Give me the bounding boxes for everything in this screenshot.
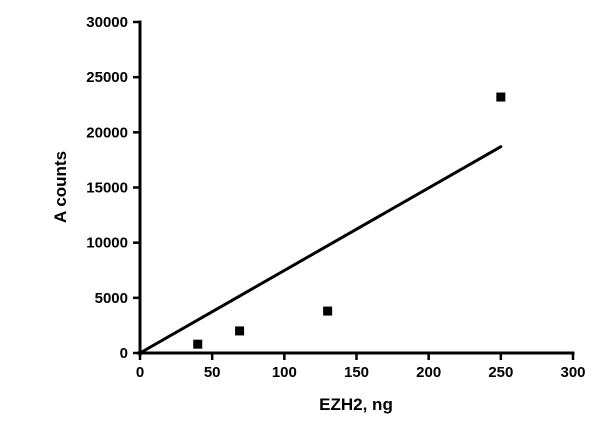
regression-line: [138, 145, 503, 355]
x-tick-label: 0: [136, 364, 144, 381]
y-tick-label: 10000: [86, 235, 128, 252]
axes: [137, 20, 575, 356]
tick-labels: 0 50 100 150 200 250 300 0 5000 10000 15000 20000 25…: [86, 14, 585, 381]
scatter-point: [235, 326, 245, 336]
trend-line: [138, 145, 503, 355]
x-tick-label: 100: [272, 364, 297, 381]
y-tick-label: 15000: [86, 180, 128, 197]
y-axis-label: A counts: [51, 151, 70, 223]
y-tick-label: 30000: [86, 14, 128, 31]
y-tick-label: 20000: [86, 124, 128, 141]
scatter-point: [193, 339, 203, 349]
y-tick-label: 5000: [95, 290, 128, 307]
x-tick-label: 300: [560, 364, 585, 381]
scatter-point: [323, 306, 333, 316]
x-tick-label: 150: [344, 364, 369, 381]
data-points: [193, 92, 506, 349]
x-tick-label: 50: [204, 364, 221, 381]
axis-ticks: [133, 20, 575, 360]
x-tick-label: 200: [416, 364, 441, 381]
x-axis-label: EZH2, ng: [319, 395, 393, 414]
scatter-point: [496, 92, 506, 102]
y-tick-label: 0: [120, 345, 128, 362]
y-tick-label: 25000: [86, 69, 128, 86]
x-tick-label: 250: [488, 364, 513, 381]
